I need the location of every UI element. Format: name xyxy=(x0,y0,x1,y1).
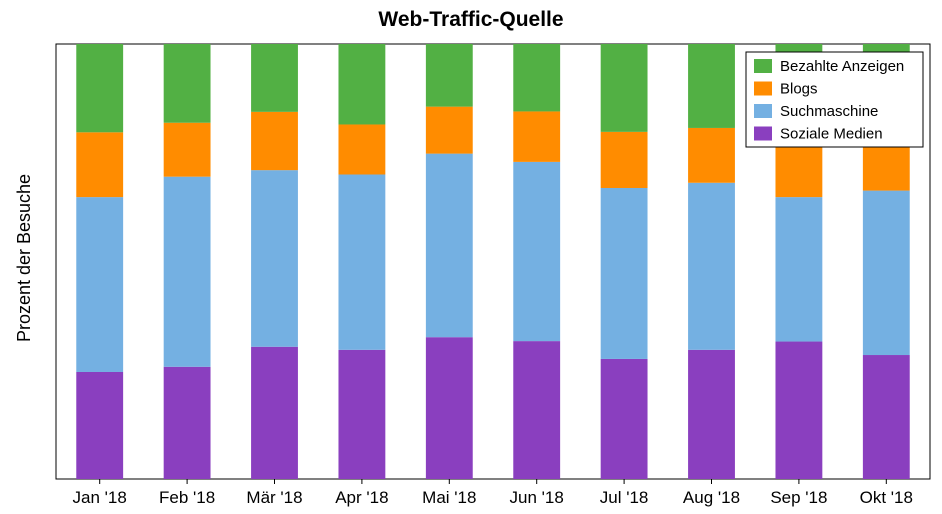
bar-blogs-apr-18 xyxy=(338,124,386,175)
x-tick-label: Aug '18 xyxy=(683,488,740,507)
x-tick-label: Sep '18 xyxy=(770,488,827,507)
legend-box xyxy=(745,51,924,148)
x-tick-label: Okt '18 xyxy=(860,488,913,507)
bar-blogs-jan-18 xyxy=(76,132,124,198)
bar-suchmaschine-jun-18 xyxy=(513,161,561,342)
bar-bezahlte-anzeigen-maer-18 xyxy=(251,44,298,112)
bar-soziale-medien-feb-18 xyxy=(163,366,211,479)
bar-soziale-medien-aug-18 xyxy=(688,349,735,479)
x-tick-label: Mär '18 xyxy=(246,488,302,507)
x-tick-label: Mai '18 xyxy=(422,488,476,507)
legend-label-bezahlte-anzeigen: Bezahlte Anzeigen xyxy=(780,58,904,75)
bar-suchmaschine-sep-18 xyxy=(775,197,823,342)
bar-suchmaschine-okt-18 xyxy=(862,190,910,356)
bar-bezahlte-anzeigen-feb-18 xyxy=(163,44,211,123)
legend-swatch-blogs xyxy=(754,81,772,96)
bar-bezahlte-anzeigen-jan-18 xyxy=(76,44,124,133)
bar-blogs-aug-18 xyxy=(688,127,735,183)
legend-label-blogs: Blogs xyxy=(780,81,818,98)
bar-blogs-jun-18 xyxy=(513,111,561,162)
bar-suchmaschine-apr-18 xyxy=(338,174,386,350)
bar-suchmaschine-jan-18 xyxy=(76,197,124,372)
bar-soziale-medien-jun-18 xyxy=(513,341,561,479)
bar-blogs-feb-18 xyxy=(163,122,211,177)
bar-blogs-mai-18 xyxy=(425,106,473,154)
bar-bezahlte-anzeigen-jul-18 xyxy=(600,44,648,132)
bar-bezahlte-anzeigen-mai-18 xyxy=(425,44,473,107)
bar-soziale-medien-sep-18 xyxy=(775,341,823,479)
bar-blogs-jul-18 xyxy=(600,131,648,188)
bar-soziale-medien-maer-18 xyxy=(251,346,298,479)
y-axis-label: Prozent der Besuche xyxy=(14,174,34,342)
legend-label-suchmaschine: Suchmaschine xyxy=(780,103,878,120)
bar-soziale-medien-apr-18 xyxy=(338,349,386,479)
bar-blogs-maer-18 xyxy=(251,111,298,171)
bar-soziale-medien-jul-18 xyxy=(600,358,648,479)
x-tick-label: Apr '18 xyxy=(335,488,388,507)
x-tick-label: Jul '18 xyxy=(600,488,649,507)
bar-bezahlte-anzeigen-aug-18 xyxy=(688,44,735,128)
bar-suchmaschine-maer-18 xyxy=(251,170,298,347)
x-tick-label: Jan '18 xyxy=(73,488,127,507)
bar-suchmaschine-mai-18 xyxy=(425,153,473,338)
legend: Bezahlte Anzeigen Blogs Suchmaschine Sozial… xyxy=(745,51,924,148)
legend-label-soziale-medien: Soziale Medien xyxy=(780,126,883,143)
bar-soziale-medien-jan-18 xyxy=(76,371,124,479)
bar-suchmaschine-feb-18 xyxy=(163,176,211,367)
x-axis-ticks: Jan '18 Feb '18 Mär '18 Apr '18 Mai '18 Jun '… xyxy=(73,479,913,507)
bar-bezahlte-anzeigen-jun-18 xyxy=(513,44,561,112)
legend-swatch-bezahlte-anzeigen xyxy=(754,59,772,73)
bar-suchmaschine-aug-18 xyxy=(688,182,735,350)
x-tick-label: Jun '18 xyxy=(510,488,564,507)
bar-suchmaschine-jul-18 xyxy=(600,187,648,359)
legend-swatch-soziale-medien xyxy=(754,126,772,141)
bar-soziale-medien-mai-18 xyxy=(425,337,473,479)
legend-swatch-suchmaschine xyxy=(754,104,772,118)
x-tick-label: Feb '18 xyxy=(159,488,215,507)
bar-soziale-medien-okt-18 xyxy=(862,355,910,479)
chart-title: Web-Traffic-Quelle xyxy=(378,8,563,31)
bar-bezahlte-anzeigen-apr-18 xyxy=(338,44,386,125)
